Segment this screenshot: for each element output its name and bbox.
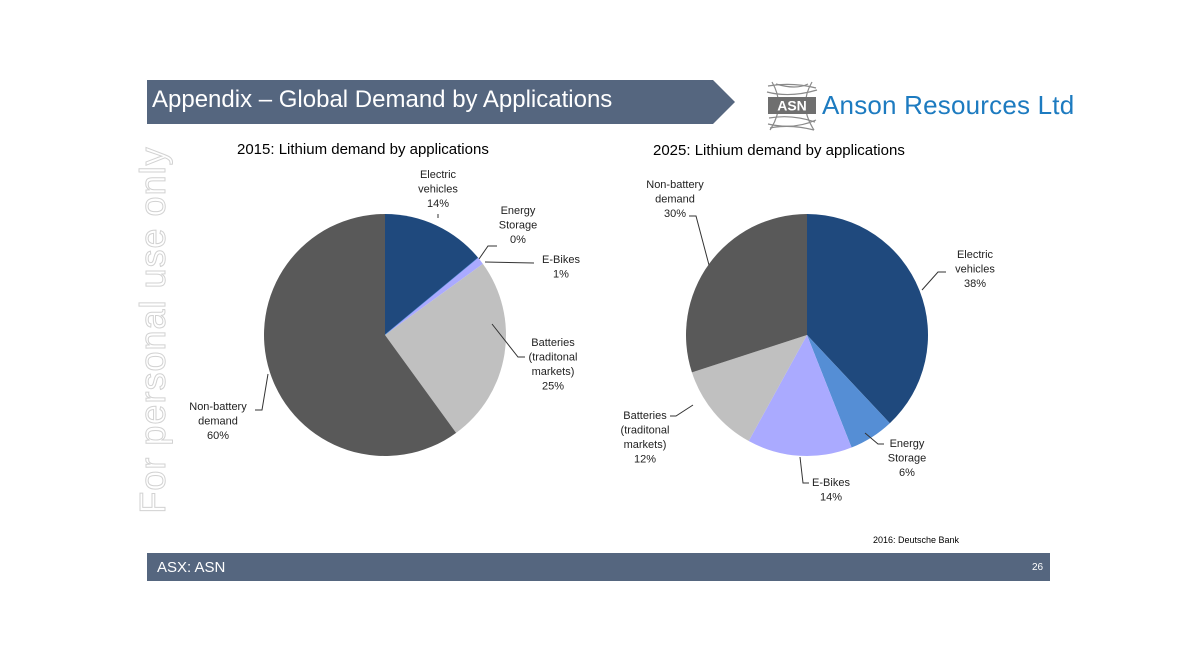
pie-2025-label-energy-storage: Energy Storage 6%: [888, 438, 927, 479]
pie-2025-slice-non-battery-demand: [685, 214, 807, 373]
pie-2015-label-e-bikes: E-Bikes 1%: [542, 254, 580, 281]
page-title: Appendix – Global Demand by Applications: [152, 86, 613, 113]
source-note: 2016: Deutsche Bank: [873, 535, 960, 545]
pie-2025-leader-non-battery-demand: [689, 215, 710, 266]
pie-2025-label-e-bikes: E-Bikes 14%: [812, 477, 850, 504]
pie-2025-label-batteries-traditonal-markets: Batteries (traditonal markets) 12%: [621, 410, 670, 466]
pie-2015-label-energy-storage: Energy Storage 0%: [499, 205, 538, 246]
pie-2025-slice-e-bikes: [748, 335, 852, 456]
pie-2025-slice-batteries-traditonal-markets: [691, 335, 807, 442]
pie-chart-2025: Electric vehicles 38% Energy Storage 6% E-Bike…: [621, 179, 996, 504]
pie-2015-slice-non-battery-demand: [263, 214, 457, 456]
pie-2025-label-non-battery-demand: Non-battery demand 30%: [646, 179, 704, 220]
pie-2025-slice-electric-vehicles: [807, 214, 929, 424]
pie-2025-label-electric-vehicles: Electric vehicles 38%: [955, 249, 995, 290]
title-banner: [147, 80, 735, 124]
asn-logo: ASN: [766, 80, 818, 132]
pie-2025-leader-e-bikes: [799, 456, 809, 484]
pie-2015-leader-non-battery-demand: [255, 373, 269, 411]
pie-2015-leader-e-bikes: [484, 261, 535, 264]
pie-2025-leader-energy-storage: [864, 432, 884, 445]
pie-2025-leader-electric-vehicles: [921, 271, 946, 291]
pie-2015-slice-e-bikes: [385, 257, 483, 335]
page-number: 26: [1032, 562, 1044, 573]
chart-2025-title: 2025: Lithium demand by applications: [653, 142, 905, 159]
pie-2015-leader-energy-storage: [478, 245, 497, 260]
footer-ticker: ASX: ASN: [157, 559, 226, 576]
pie-2015-slice-electric-vehicles: [385, 214, 479, 335]
footer-bar: [147, 553, 1050, 581]
pie-2015-label-electric-vehicles: Electric vehicles 14%: [418, 169, 458, 210]
pie-2015-label-batteries-traditonal-markets: Batteries (traditonal markets) 25%: [529, 337, 578, 393]
pie-2015-leader-batteries-traditonal-markets: [491, 323, 525, 358]
logo-mark: ASN: [777, 98, 807, 114]
pie-2015-slice-batteries-traditonal-markets: [385, 263, 506, 433]
company-name: Anson Resources Ltd: [822, 90, 1075, 120]
pie-2025-leader-batteries-traditonal-markets: [670, 404, 694, 417]
chart-2015-title: 2015: Lithium demand by applications: [237, 141, 489, 158]
pie-2015-label-non-battery-demand: Non-battery demand 60%: [189, 401, 247, 442]
pie-chart-2015: Electric vehicles 14% Energy Storage 0%E-Bike…: [189, 169, 580, 456]
pie-2025-slice-energy-storage: [807, 335, 890, 448]
